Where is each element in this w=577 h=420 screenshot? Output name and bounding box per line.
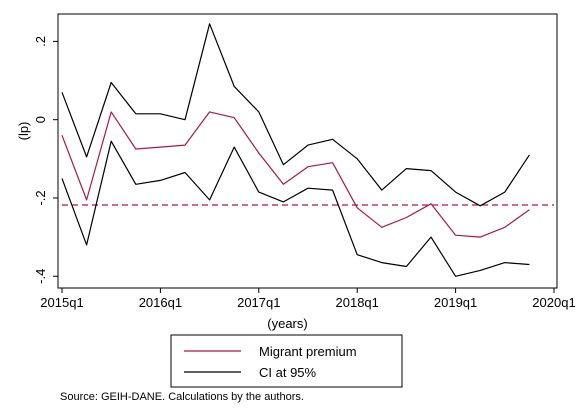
legend: Migrant premium CI at 95% <box>170 334 403 388</box>
y-tick-label: -.4 <box>33 269 48 284</box>
series-line-1 <box>61 23 530 207</box>
y-tick-label: 0 <box>33 116 48 123</box>
x-axis: 2015q1 2016q1 2017q1 2018q1 2019q1 2020q1 <box>40 288 576 310</box>
x-tick-label: 2017q1 <box>237 295 280 310</box>
series-layer <box>61 23 554 277</box>
y-tick-label: -.2 <box>33 190 48 205</box>
y-axis: .2 0 -.2 -.4 <box>33 36 58 284</box>
plot-frame <box>57 13 558 289</box>
y-axis-title: (lp) <box>16 122 31 141</box>
series-line-2 <box>61 140 530 277</box>
x-axis-title: (years) <box>267 316 307 331</box>
legend-box <box>170 334 403 388</box>
x-tick-label: 2018q1 <box>336 295 379 310</box>
x-tick-label: 2019q1 <box>434 295 477 310</box>
plot-area <box>57 13 558 289</box>
source-note: Source: GEIH-DANE. Calculations by the a… <box>60 391 304 403</box>
x-tick-label: 2015q1 <box>40 295 83 310</box>
series-line-0 <box>61 111 530 238</box>
x-tick-label: 2016q1 <box>139 295 182 310</box>
legend-label-ci: CI at 95% <box>259 365 317 380</box>
y-tick-label: .2 <box>33 36 48 47</box>
x-tick-label: 2020q1 <box>532 295 575 310</box>
legend-label-migrant-premium: Migrant premium <box>259 344 357 359</box>
